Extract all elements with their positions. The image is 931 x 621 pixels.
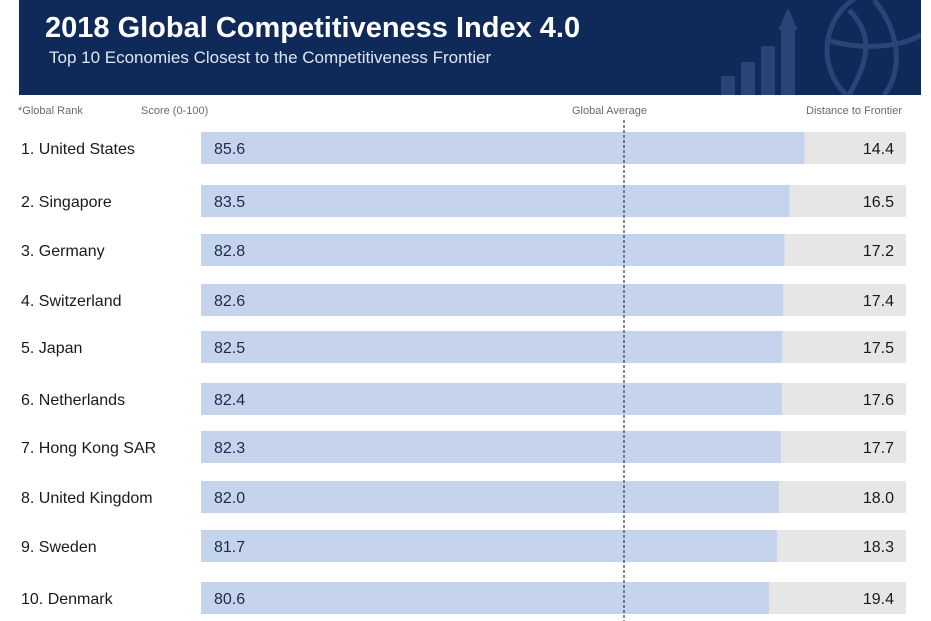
country-label: 5. Japan (21, 340, 82, 357)
distance-value-label: 17.6 (863, 392, 894, 409)
distance-bar (781, 383, 906, 415)
distance-bar (783, 284, 906, 316)
score-bar (201, 331, 783, 363)
distance-bar (769, 582, 906, 614)
score-value-label: 82.4 (214, 392, 245, 409)
score-value-label: 82.8 (214, 243, 245, 260)
country-label: 2. Singapore (21, 194, 112, 211)
rank-note: *Global Rank (18, 105, 83, 117)
country-label: 10. Denmark (21, 591, 114, 608)
score-value-label: 82.3 (214, 440, 245, 457)
distance-value-label: 17.7 (863, 440, 894, 457)
distance-value-label: 19.4 (863, 591, 894, 608)
score-bar (201, 132, 805, 164)
distance-value-label: 17.4 (863, 293, 894, 310)
country-label: 9. Sweden (21, 539, 97, 556)
score-axis-label: Score (0-100) (141, 105, 209, 117)
distance-axis-label: Distance to Frontier (806, 105, 902, 117)
globe-icon (824, 0, 921, 95)
distance-bar (779, 481, 906, 513)
distance-value-label: 17.5 (863, 340, 894, 357)
country-label: 8. United Kingdom (21, 490, 153, 507)
country-label: 1. United States (21, 141, 135, 158)
country-label: 6. Netherlands (21, 392, 125, 409)
score-bar (201, 481, 780, 513)
score-bar (201, 284, 784, 316)
distance-bar (776, 530, 906, 562)
country-label: 3. Germany (21, 243, 105, 260)
score-bar (201, 383, 782, 415)
distance-bar (789, 185, 906, 217)
distance-value-label: 16.5 (863, 194, 894, 211)
growth-arrow-icon (721, 8, 798, 95)
score-bar (201, 234, 785, 266)
distance-bar (782, 331, 906, 363)
score-value-label: 82.0 (214, 490, 245, 507)
score-bar (201, 582, 770, 614)
score-bar (201, 185, 790, 217)
chart-header: 2018 Global Competitiveness Index 4.0 To… (19, 0, 921, 95)
header-decoration (721, 0, 921, 95)
score-value-label: 82.6 (214, 293, 245, 310)
country-label: 7. Hong Kong SAR (21, 440, 156, 457)
score-bar (201, 431, 782, 463)
global-average-label: Global Average (572, 105, 648, 117)
chart-subtitle: Top 10 Economies Closest to the Competit… (49, 48, 492, 67)
score-value-label: 81.7 (214, 539, 245, 556)
distance-value-label: 18.3 (863, 539, 894, 556)
distance-bar (804, 132, 906, 164)
score-value-label: 82.5 (214, 340, 245, 357)
score-value-label: 85.6 (214, 141, 245, 158)
distance-bar (784, 234, 906, 266)
country-label: 4. Switzerland (21, 293, 122, 310)
score-bar (201, 530, 777, 562)
chart-title: 2018 Global Competitiveness Index 4.0 (45, 12, 581, 44)
score-value-label: 83.5 (214, 194, 245, 211)
score-value-label: 80.6 (214, 591, 245, 608)
distance-value-label: 17.2 (863, 243, 894, 260)
distance-bar (781, 431, 906, 463)
distance-value-label: 18.0 (863, 490, 894, 507)
distance-value-label: 14.4 (863, 141, 894, 158)
